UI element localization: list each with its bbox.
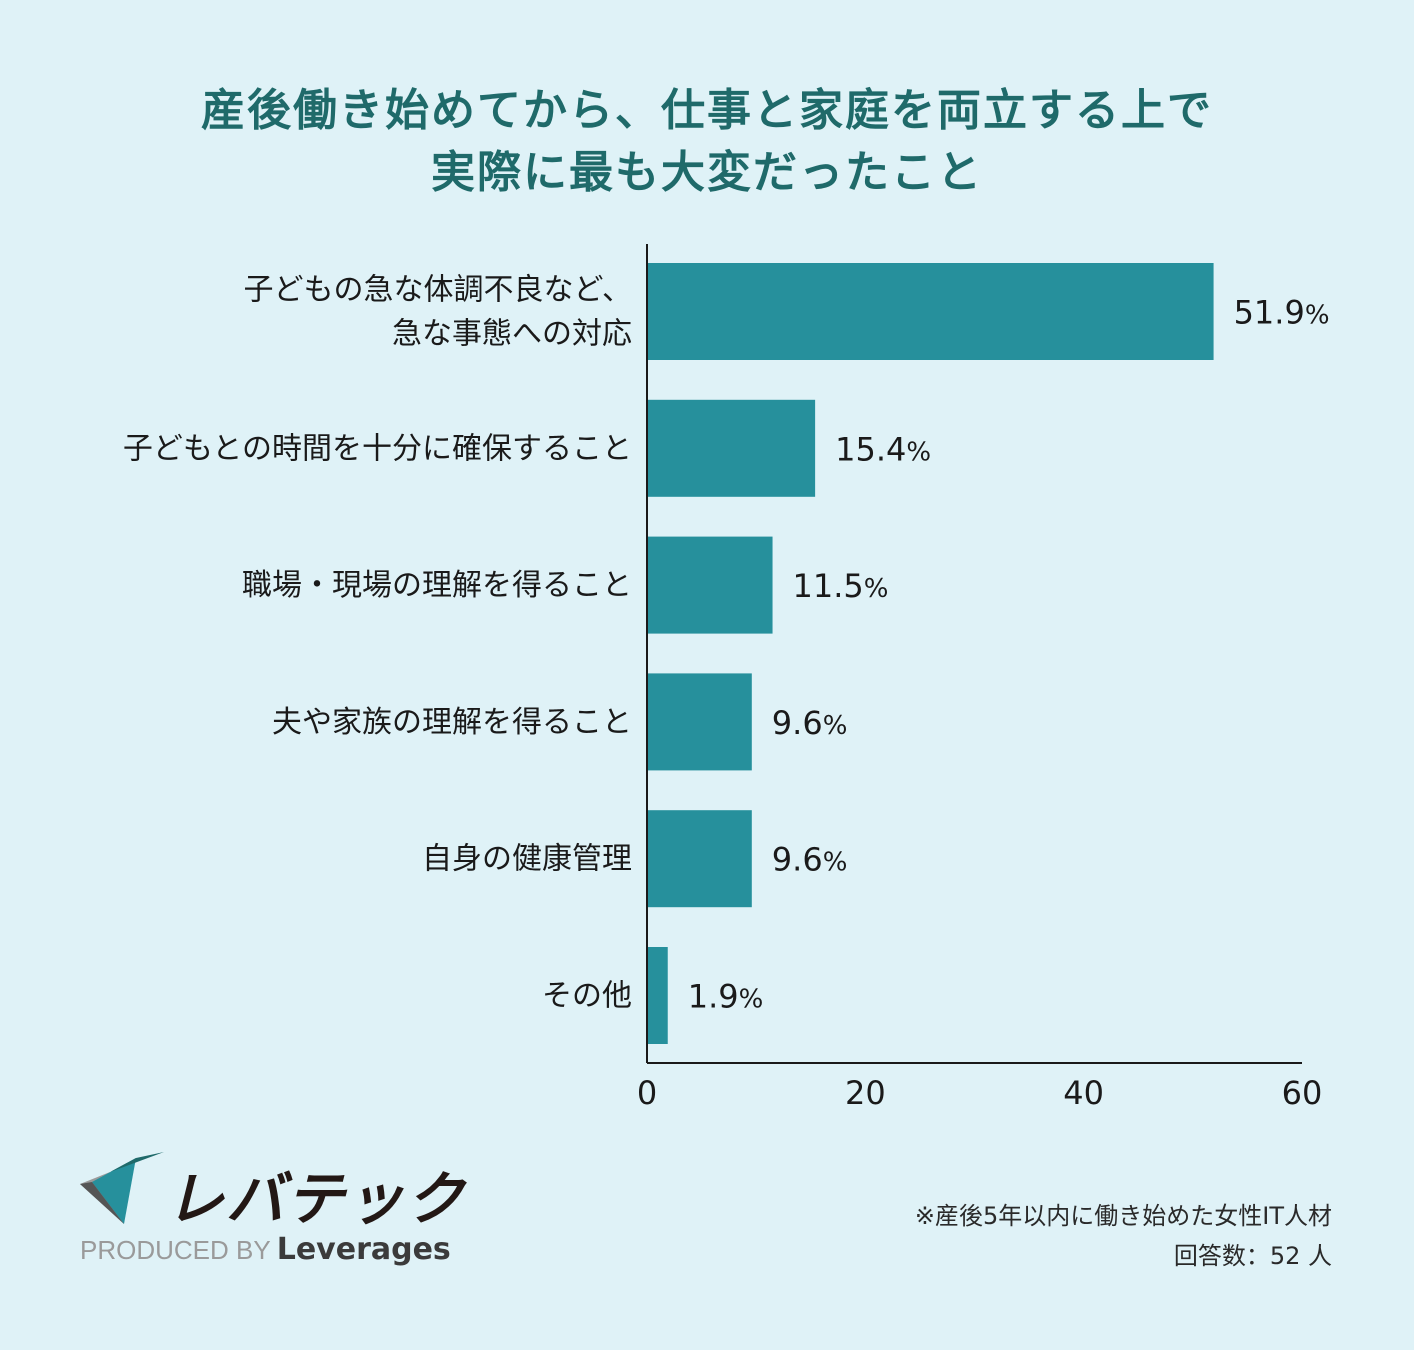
bar-1: [647, 399, 816, 497]
category-label-4-0: 自身の健康管理: [422, 842, 632, 877]
brand-name: Leverages: [276, 1232, 451, 1267]
category-label-2-0: 職場・現場の理解を得ること: [242, 568, 632, 603]
levtech-logo: レバテック PRODUCED BY Leverages: [80, 1150, 464, 1270]
bar-2: [647, 536, 773, 634]
category-label-1-0: 子どもとの時間を十分に確保すること: [123, 431, 632, 466]
x-tick-label-1: 20: [845, 1074, 886, 1112]
value-label-4: 9.6%: [772, 841, 848, 879]
produced-by: PRODUCED BY Leverages: [80, 1232, 451, 1267]
category-label-0-0: 子どもの急な体調不良など、: [244, 273, 633, 308]
category-label-5-0: その他: [542, 979, 632, 1014]
category-label-0-1: 急な事態への対応: [392, 317, 632, 352]
bar-4: [647, 810, 752, 908]
x-tick-label-2: 40: [1063, 1074, 1104, 1112]
bar-3: [647, 673, 752, 771]
x-tick-label-0: 0: [637, 1074, 657, 1112]
footnote-respondents: 回答数：52 人: [1173, 1242, 1332, 1270]
value-label-0: 51.9%: [1234, 294, 1330, 332]
logo-check-icon: [80, 1152, 164, 1224]
chart-title-line-1: 産後働き始めてから、仕事と家庭を両立する上で: [201, 85, 1213, 136]
value-label-1: 15.4%: [835, 430, 931, 468]
chart-title-line-2: 実際に最も大変だったこと: [431, 147, 983, 198]
bar-0: [647, 263, 1214, 360]
value-label-5: 1.9%: [688, 978, 764, 1016]
footnote: ※産後5年以内に働き始めた女性IT人材 回答数：52 人: [915, 1196, 1332, 1276]
logo-wordmark: レバテック: [166, 1165, 467, 1233]
category-label-3-0: 夫や家族の理解を得ること: [272, 705, 632, 740]
chart-title: 産後働き始めてから、仕事と家庭を両立する上で 実際に最も大変だったこと: [0, 80, 1414, 204]
value-label-2: 11.5%: [793, 567, 889, 605]
bar-5: [647, 947, 668, 1044]
value-label-3: 9.6%: [772, 704, 848, 742]
footnote-note: ※産後5年以内に働き始めた女性IT人材: [914, 1202, 1332, 1230]
produced-by-label: PRODUCED BY: [80, 1235, 271, 1265]
x-tick-label-3: 60: [1282, 1074, 1323, 1112]
